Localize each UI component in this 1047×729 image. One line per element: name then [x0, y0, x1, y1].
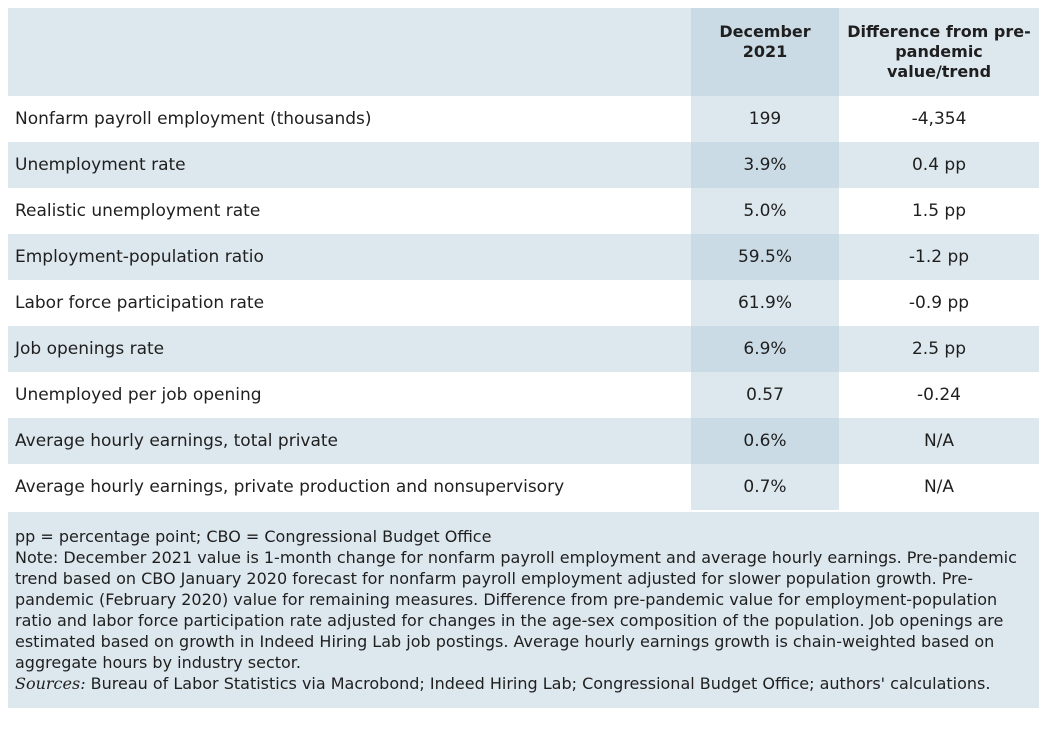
row-difference-value: 1.5 pp	[839, 188, 1039, 234]
table-row: Average hourly earnings, total private 0…	[8, 418, 1039, 464]
sources-label: Sources:	[15, 674, 86, 693]
row-label: Realistic unemployment rate	[8, 188, 691, 234]
table-row: Labor force participation rate 61.9% -0.…	[8, 280, 1039, 326]
row-difference-value: -4,354	[839, 96, 1039, 142]
row-december-value: 199	[691, 96, 839, 142]
row-december-value: 0.57	[691, 372, 839, 418]
row-december-value: 59.5%	[691, 234, 839, 280]
table-row: Unemployment rate 3.9% 0.4 pp	[8, 142, 1039, 188]
row-label: Average hourly earnings, private product…	[8, 464, 691, 510]
row-label: Unemployment rate	[8, 142, 691, 188]
row-difference-value: 2.5 pp	[839, 326, 1039, 372]
sources-note: Sources: Bureau of Labor Statistics via …	[15, 673, 1031, 694]
methodology-note: Note: December 2021 value is 1-month cha…	[15, 548, 1017, 672]
row-label: Nonfarm payroll employment (thousands)	[8, 96, 691, 142]
table-row: Unemployed per job opening 0.57 -0.24	[8, 372, 1039, 418]
row-label: Average hourly earnings, total private	[8, 418, 691, 464]
table-body: Nonfarm payroll employment (thousands) 1…	[8, 96, 1039, 510]
row-december-value: 3.9%	[691, 142, 839, 188]
header-difference-from-pre-pandemic: Difference from pre-pandemic value/trend	[839, 8, 1039, 96]
table-row: Nonfarm payroll employment (thousands) 1…	[8, 96, 1039, 142]
header-row: December 2021 Difference from pre-pandem…	[8, 8, 1039, 96]
row-difference-value: N/A	[839, 418, 1039, 464]
header-december-2021: December 2021	[691, 8, 839, 96]
row-difference-value: N/A	[839, 464, 1039, 510]
table-row: Job openings rate 6.9% 2.5 pp	[8, 326, 1039, 372]
row-label: Employment-population ratio	[8, 234, 691, 280]
labor-market-table: December 2021 Difference from pre-pandem…	[8, 8, 1039, 510]
row-difference-value: -1.2 pp	[839, 234, 1039, 280]
row-december-value: 0.6%	[691, 418, 839, 464]
table-header: December 2021 Difference from pre-pandem…	[8, 8, 1039, 96]
row-december-value: 61.9%	[691, 280, 839, 326]
header-label-cell	[8, 8, 691, 96]
row-label: Job openings rate	[8, 326, 691, 372]
abbreviations-note: pp = percentage point; CBO = Congression…	[15, 527, 492, 546]
row-december-value: 6.9%	[691, 326, 839, 372]
row-difference-value: -0.9 pp	[839, 280, 1039, 326]
row-label: Unemployed per job opening	[8, 372, 691, 418]
row-difference-value: -0.24	[839, 372, 1039, 418]
row-december-value: 0.7%	[691, 464, 839, 510]
row-difference-value: 0.4 pp	[839, 142, 1039, 188]
sources-text: Bureau of Labor Statistics via Macrobond…	[85, 674, 991, 693]
table-row: Employment-population ratio 59.5% -1.2 p…	[8, 234, 1039, 280]
table-row: Average hourly earnings, private product…	[8, 464, 1039, 510]
table-row: Realistic unemployment rate 5.0% 1.5 pp	[8, 188, 1039, 234]
row-december-value: 5.0%	[691, 188, 839, 234]
labor-market-table-container: December 2021 Difference from pre-pandem…	[8, 8, 1039, 708]
row-label: Labor force participation rate	[8, 280, 691, 326]
table-notes: pp = percentage point; CBO = Congression…	[8, 512, 1039, 708]
